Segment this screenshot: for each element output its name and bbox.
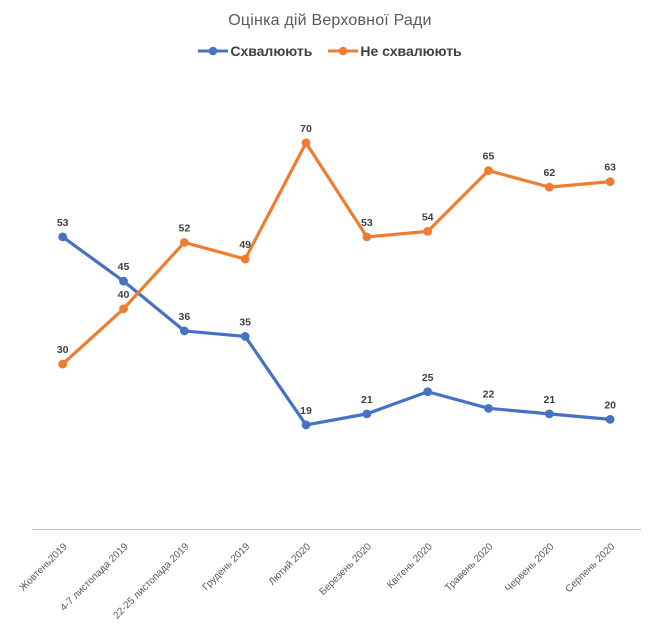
x-axis-label: Лютий 2020	[267, 541, 314, 588]
x-axis-label: 4-7 листопада 2019	[58, 541, 130, 613]
data-point-label: 25	[422, 372, 434, 384]
chart-title: Оцінка дій Верховної Ради	[228, 12, 432, 29]
data-point-label: 36	[179, 311, 191, 323]
data-point[interactable]	[544, 409, 554, 419]
data-point[interactable]	[544, 182, 554, 192]
x-axis-label: Травень 2020	[443, 541, 496, 594]
data-point[interactable]	[119, 304, 128, 314]
data-point-label: 70	[300, 123, 312, 135]
x-axis-label: Березень 2020	[318, 541, 375, 598]
data-point[interactable]	[179, 326, 189, 336]
x-axis-label: Червень 2020	[503, 541, 557, 595]
data-point-label: 22	[483, 388, 495, 400]
data-point-label: 54	[422, 211, 434, 223]
data-point[interactable]	[179, 238, 189, 247]
data-point[interactable]	[605, 415, 615, 424]
legend-line-marker-icon	[198, 46, 229, 56]
data-point[interactable]	[484, 403, 493, 413]
x-axis-label: Жовтень2019	[18, 541, 70, 593]
data-point[interactable]	[423, 226, 433, 236]
legend-item-approve[interactable]: Схвалюють	[198, 43, 312, 59]
legend-label-disapprove: Не схвалюють	[360, 43, 462, 59]
x-axis-label: Квітень 2020	[385, 541, 435, 591]
data-point[interactable]	[362, 409, 372, 419]
data-point[interactable]	[605, 177, 615, 187]
data-point-label: 19	[300, 405, 312, 417]
data-point-label: 20	[604, 399, 616, 411]
data-point-label: 40	[118, 289, 130, 301]
x-axis-label: Серпень 2020	[563, 541, 617, 595]
data-point[interactable]	[119, 276, 128, 286]
data-point-label: 35	[239, 316, 251, 328]
data-point-label: 30	[57, 344, 69, 356]
chart-legend: Схвалюють Не схвалюють	[0, 43, 660, 59]
series-line-0	[61, 235, 612, 427]
data-point[interactable]	[58, 232, 68, 242]
legend-label-approve: Схвалюють	[230, 43, 313, 59]
data-point[interactable]	[484, 166, 493, 175]
data-point-label: 45	[118, 261, 130, 273]
data-point-label: 53	[361, 217, 373, 229]
data-point[interactable]	[301, 138, 311, 148]
legend-item-disapprove[interactable]: Не схвалюють	[328, 43, 462, 59]
data-point-label: 52	[179, 222, 191, 234]
data-point[interactable]	[58, 359, 68, 369]
data-point[interactable]	[362, 232, 372, 242]
legend-line-marker-icon	[328, 46, 359, 56]
data-point-label: 65	[483, 151, 495, 163]
x-axis-label: Грудень 2019	[201, 541, 253, 593]
data-point[interactable]	[240, 332, 250, 341]
data-point-label: 53	[57, 217, 69, 229]
data-point[interactable]	[301, 420, 311, 430]
data-point-label: 49	[239, 239, 251, 251]
series-line-1	[61, 141, 612, 366]
data-point[interactable]	[240, 254, 250, 264]
data-point-label: 21	[543, 394, 555, 406]
data-point[interactable]	[423, 387, 433, 397]
data-point-label: 21	[361, 394, 373, 406]
data-point-label: 63	[604, 162, 616, 174]
data-point-label: 62	[543, 167, 555, 179]
